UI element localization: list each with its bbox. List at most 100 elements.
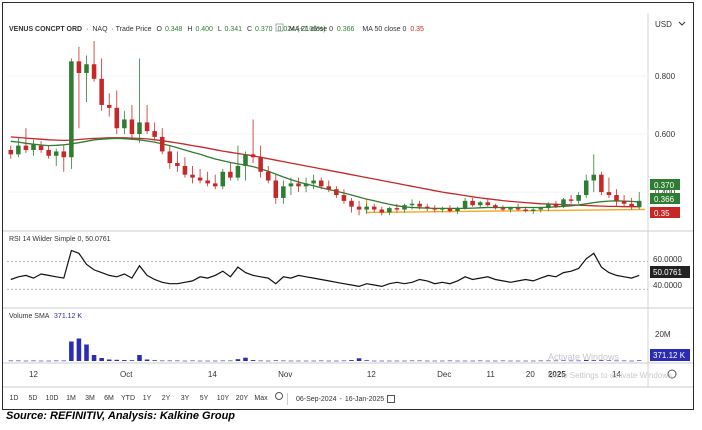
volume-bar bbox=[205, 360, 210, 362]
timeframe-button-20y[interactable]: 20Y bbox=[235, 395, 249, 402]
header-separator: · bbox=[86, 26, 88, 33]
price-tick-label: 0.800 bbox=[655, 72, 676, 81]
timeframe-button-max[interactable]: Max bbox=[254, 395, 268, 402]
volume-bar bbox=[61, 360, 67, 362]
timeframe-button-2y[interactable]: 2Y bbox=[161, 395, 171, 402]
volume-bar bbox=[137, 355, 142, 361]
timeframe-button-1y[interactable]: 1Y bbox=[142, 395, 152, 402]
candle-body bbox=[16, 145, 21, 155]
x-tick-label: Nov bbox=[278, 370, 292, 379]
timeframe-button-3y[interactable]: 3Y bbox=[180, 395, 190, 402]
candle-body bbox=[447, 208, 453, 212]
volume-bar bbox=[470, 360, 475, 362]
volume-bar bbox=[326, 360, 332, 362]
x-tick-label: 14 bbox=[208, 370, 217, 379]
volume-bar bbox=[235, 359, 241, 361]
volume-bar bbox=[38, 360, 44, 362]
volume-bar bbox=[568, 360, 574, 362]
chart-svg[interactable]: VENUS CONCPT ORD · NAQ · Trade Price O 0… bbox=[3, 3, 693, 409]
candle-body bbox=[99, 78, 104, 105]
timeframe-button-5y[interactable]: 5Y bbox=[199, 395, 209, 402]
candle-body bbox=[500, 208, 506, 210]
volume-bar bbox=[530, 360, 536, 362]
candle-body bbox=[470, 200, 475, 206]
timeframe-button-ytd[interactable]: YTD bbox=[121, 395, 135, 402]
volume-bar bbox=[583, 359, 589, 361]
candle-body bbox=[144, 122, 150, 132]
volume-bar bbox=[91, 355, 97, 361]
legend-toggle-box[interactable] bbox=[275, 23, 284, 32]
timeframe-buttons: 1D 5D 10D 1M 3M 6M YTD 1Y 2Y 3Y 5Y 10Y 20Y Max bbox=[5, 392, 283, 406]
candle-body bbox=[228, 171, 233, 178]
close-value: 0.370 bbox=[255, 26, 273, 33]
gear-icon[interactable] bbox=[667, 369, 677, 379]
timeframe-button-10d[interactable]: 10D bbox=[45, 395, 59, 402]
candle-body bbox=[318, 180, 324, 187]
svg-text:RSI 14 Wilder Simple 0, 50.076: RSI 14 Wilder Simple 0, 50.0761 bbox=[9, 236, 111, 243]
volume-bar bbox=[515, 360, 521, 362]
volume-bar bbox=[182, 360, 188, 362]
toolbar-separator bbox=[287, 393, 288, 405]
volume-bar bbox=[212, 360, 218, 362]
volume-bar bbox=[167, 360, 173, 362]
support-line bbox=[366, 208, 646, 214]
candle-body bbox=[182, 165, 188, 175]
currency-dropdown[interactable]: USD bbox=[655, 20, 686, 29]
ma21-line bbox=[10, 137, 640, 210]
candle-body bbox=[114, 107, 120, 129]
x-tick-label: 12 bbox=[367, 370, 376, 379]
rsi-label: RSI 14 Wilder Simple 0 bbox=[9, 236, 81, 243]
svg-text:MA 21 close 0 0.366: MA 21 close 0 0.366 MA 50 close 0 0.35 bbox=[289, 26, 424, 33]
rsi-tick-40: 40.0000 bbox=[653, 281, 682, 290]
volume-bar bbox=[636, 360, 642, 361]
candle-body bbox=[265, 171, 271, 181]
source-caption: Source: REFINITIV, Analysis: Kalkine Gro… bbox=[6, 410, 236, 422]
volume-bar bbox=[364, 360, 369, 361]
candle-body bbox=[553, 203, 559, 207]
volume-bar bbox=[371, 360, 377, 362]
timeframe-button-1m[interactable]: 1M bbox=[66, 395, 76, 402]
candle-body bbox=[424, 206, 430, 209]
volume-bar bbox=[447, 360, 453, 362]
volume-bar bbox=[508, 360, 513, 362]
x-tick-label: Oct bbox=[120, 370, 133, 379]
rsi-plot bbox=[7, 249, 648, 290]
volume-bar bbox=[281, 360, 286, 362]
volume-bar bbox=[546, 360, 551, 362]
volume-bar bbox=[440, 360, 445, 362]
candle-body bbox=[629, 203, 634, 207]
volume-bar bbox=[409, 360, 415, 362]
timeframe-button-10y[interactable]: 10Y bbox=[216, 395, 230, 402]
rsi-line bbox=[10, 249, 640, 288]
candle-body bbox=[258, 157, 263, 172]
timeframe-button-5d[interactable]: 5D bbox=[28, 395, 38, 402]
volume-bar bbox=[614, 360, 619, 362]
price-badge-ma50-text: 0.35 bbox=[654, 209, 670, 218]
timeframe-button-6m[interactable]: 6M bbox=[104, 395, 114, 402]
clock-icon[interactable] bbox=[275, 392, 283, 400]
volume-bar bbox=[493, 360, 498, 362]
volume-bar bbox=[16, 360, 21, 362]
candle-body bbox=[296, 183, 301, 187]
timeframe-button-3m[interactable]: 3M bbox=[85, 395, 95, 402]
volume-bar bbox=[8, 360, 14, 362]
volume-bar bbox=[341, 360, 347, 362]
timeframe-button-1d[interactable]: 1D bbox=[9, 395, 19, 402]
volume-bar bbox=[591, 360, 597, 361]
candle-body bbox=[371, 206, 377, 210]
candle-body bbox=[69, 61, 74, 158]
volume-bar bbox=[523, 360, 528, 362]
date-range-picker[interactable]: 06-Sep-2024 - 16-Jan-2025 bbox=[292, 392, 399, 406]
rsi-value-badge-text: 50.0761 bbox=[653, 268, 682, 277]
candle-body bbox=[167, 151, 173, 164]
candle-body bbox=[122, 119, 127, 129]
volume-bar bbox=[84, 344, 89, 361]
volume-bar bbox=[621, 360, 627, 362]
candle-body bbox=[46, 149, 51, 156]
price-badge-close-text: 0.370 bbox=[654, 181, 675, 190]
candle-body bbox=[106, 104, 112, 108]
volume-bar bbox=[46, 360, 51, 362]
ma50-label: MA 50 close 0 bbox=[362, 26, 406, 33]
candle-body bbox=[462, 200, 468, 209]
volume-bar bbox=[190, 360, 195, 362]
